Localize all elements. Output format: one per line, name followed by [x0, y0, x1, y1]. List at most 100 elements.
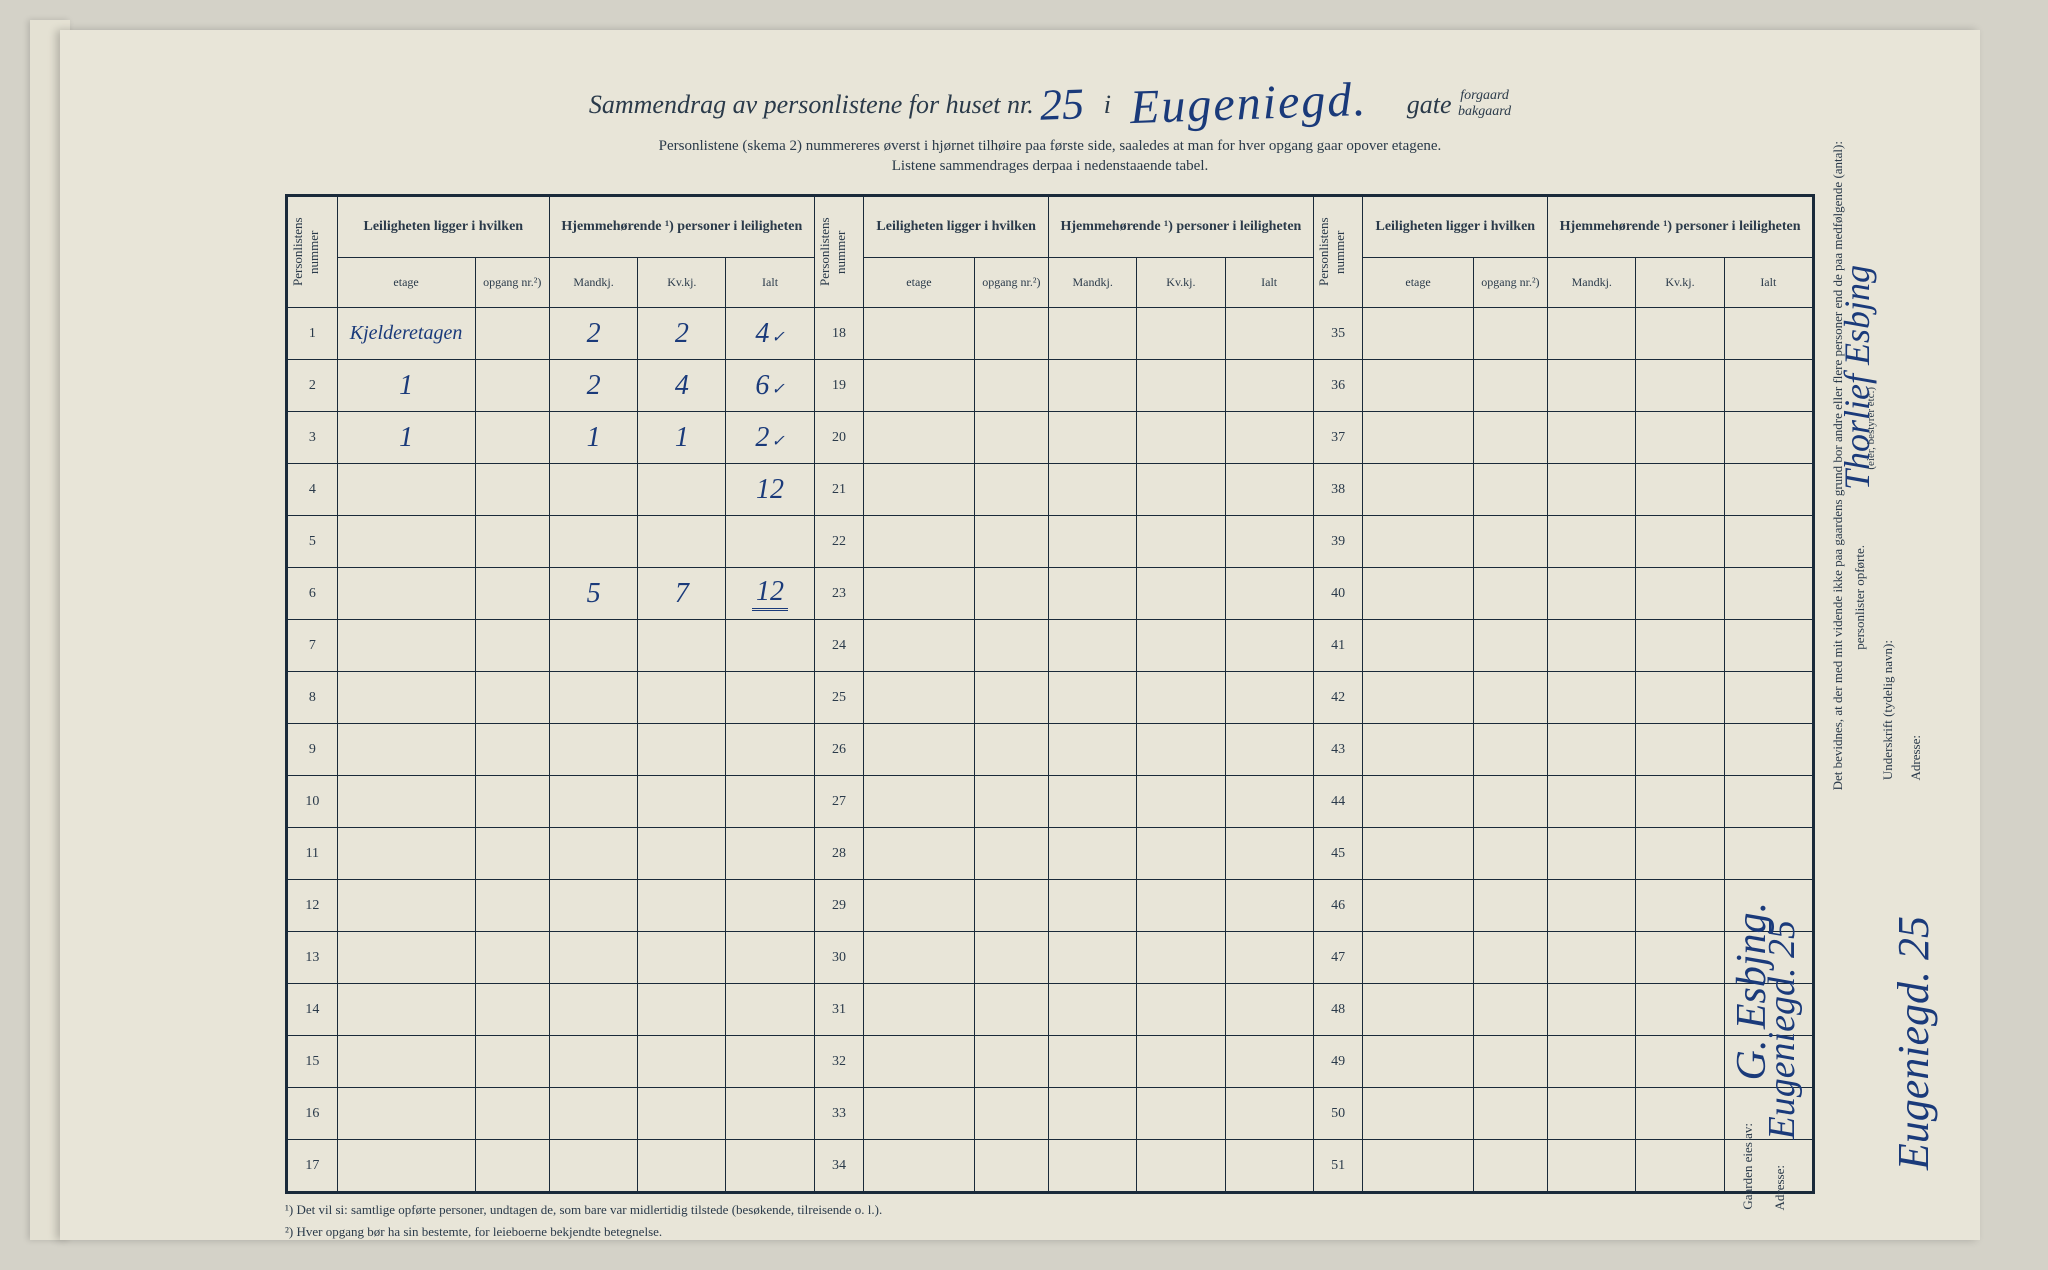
empty-cell [864, 308, 974, 360]
row-number: 1 [288, 308, 338, 360]
empty-cell [1636, 932, 1724, 984]
hdr-mandkj-3: Mandkj. [1548, 257, 1636, 307]
empty-cell [1363, 880, 1473, 932]
empty-cell [1049, 672, 1137, 724]
hdr-leiligheten-3: Leiligheten ligger i hvilken [1363, 197, 1548, 258]
hdr-opgang-2: opgang nr.²) [974, 257, 1048, 307]
empty-cell [1137, 568, 1225, 620]
empty-cell [1473, 308, 1547, 360]
ialt-cell: 12 [726, 464, 814, 516]
hdr-kvkj-1: Kv.kj. [638, 257, 726, 307]
empty-cell [1225, 932, 1313, 984]
row-number: 50 [1313, 1088, 1363, 1140]
empty-cell [1137, 464, 1225, 516]
ialt-cell: 4 [726, 308, 814, 360]
hdr-leiligheten-1: Leiligheten ligger i hvilken [337, 197, 549, 258]
empty-cell [1636, 880, 1724, 932]
row-number: 2 [288, 360, 338, 412]
opgang-cell [475, 464, 549, 516]
empty-cell [1636, 776, 1724, 828]
etage-cell [337, 984, 475, 1036]
empty-cell [1049, 932, 1137, 984]
row-number: 16 [288, 1088, 338, 1140]
empty-cell [864, 360, 974, 412]
row-number: 40 [1313, 568, 1363, 620]
empty-cell [1049, 880, 1137, 932]
empty-cell [1363, 568, 1473, 620]
table-row: 311122037 [288, 412, 1813, 464]
etage-cell [337, 672, 475, 724]
ialt-cell: 2 [726, 412, 814, 464]
empty-cell [1548, 412, 1636, 464]
kvkj-cell [638, 1088, 726, 1140]
row-number: 28 [814, 828, 864, 880]
form-instructions: Personlistene (skema 2) nummereres øvers… [180, 137, 1920, 176]
empty-cell [974, 776, 1048, 828]
etage-cell [337, 880, 475, 932]
empty-cell [1363, 412, 1473, 464]
hdr-ialt-2: Ialt [1225, 257, 1313, 307]
etage-cell: Kjelderetagen [337, 308, 475, 360]
kvkj-cell [638, 828, 726, 880]
table-row: 72441 [288, 620, 1813, 672]
empty-cell [864, 880, 974, 932]
empty-cell [1473, 412, 1547, 464]
footnotes: ¹) Det vil si: samtlige opførte personer… [285, 1200, 1815, 1241]
ialt-cell [726, 984, 814, 1036]
mandkj-cell [549, 672, 637, 724]
empty-cell [1473, 724, 1547, 776]
empty-cell [864, 672, 974, 724]
empty-cell [974, 360, 1048, 412]
table-body: 1Kjelderetagen22418352124619363111220374… [288, 308, 1813, 1192]
empty-cell [1049, 1088, 1137, 1140]
empty-cell [1363, 776, 1473, 828]
empty-cell [1473, 1088, 1547, 1140]
empty-cell [1473, 672, 1547, 724]
empty-cell [1225, 412, 1313, 464]
empty-cell [974, 568, 1048, 620]
empty-cell [1225, 984, 1313, 1036]
row-number: 51 [1313, 1140, 1363, 1192]
etage-cell [337, 776, 475, 828]
right-margin-block: Gaarden eies av: G. Esbjng. Adresse: Eug… [1740, 110, 1940, 1210]
empty-cell [1636, 464, 1724, 516]
gaarden-eies-label: Gaarden eies av: [1740, 1123, 1756, 1210]
row-number: 17 [288, 1140, 338, 1192]
mandkj-cell [549, 984, 637, 1036]
empty-cell [1548, 984, 1636, 1036]
row-number: 38 [1313, 464, 1363, 516]
empty-cell [1548, 620, 1636, 672]
table-row: 112845 [288, 828, 1813, 880]
empty-cell [1225, 1088, 1313, 1140]
table-row: 163350 [288, 1088, 1813, 1140]
empty-cell [974, 412, 1048, 464]
empty-cell [1548, 1140, 1636, 1192]
empty-cell [1548, 568, 1636, 620]
row-number: 3 [288, 412, 338, 464]
mandkj-cell [549, 620, 637, 672]
mandkj-cell [549, 516, 637, 568]
opgang-cell [475, 932, 549, 984]
empty-cell [1473, 880, 1547, 932]
empty-cell [1636, 984, 1724, 1036]
empty-cell [864, 568, 974, 620]
empty-cell [1225, 620, 1313, 672]
empty-cell [864, 776, 974, 828]
empty-cell [1225, 1140, 1313, 1192]
row-number: 11 [288, 828, 338, 880]
empty-cell [1049, 984, 1137, 1036]
table-row: 657122340 [288, 568, 1813, 620]
mandkj-cell: 1 [549, 412, 637, 464]
table-row: 82542 [288, 672, 1813, 724]
empty-cell [864, 984, 974, 1036]
row-number: 37 [1313, 412, 1363, 464]
etage-cell [337, 1140, 475, 1192]
empty-cell [1548, 1036, 1636, 1088]
empty-cell [1548, 516, 1636, 568]
empty-cell [1137, 1088, 1225, 1140]
row-number: 36 [1313, 360, 1363, 412]
empty-cell [1225, 464, 1313, 516]
gate-options: forgaard bakgaard [1458, 87, 1511, 120]
row-number: 49 [1313, 1036, 1363, 1088]
empty-cell [1636, 360, 1724, 412]
